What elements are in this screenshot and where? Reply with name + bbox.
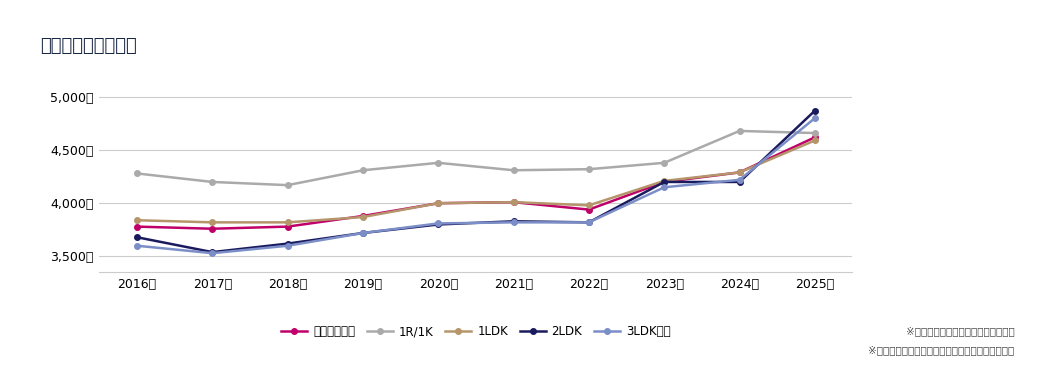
Legend: 勝どき駅平均, 1R/1K, 1LDK, 2LDK, 3LDK以上: 勝どき駅平均, 1R/1K, 1LDK, 2LDK, 3LDK以上: [276, 320, 676, 343]
2LDK: [131, 235, 143, 240]
2LDK: [733, 180, 746, 184]
1LDK: [206, 220, 219, 224]
勝どき駅平均: [432, 201, 445, 205]
1R/1K: [583, 167, 595, 171]
1R/1K: [809, 131, 821, 135]
2LDK: [357, 231, 369, 235]
1LDK: [733, 170, 746, 174]
勝どき駅平均: [809, 135, 821, 139]
1LDK: [507, 200, 520, 204]
勝どき駅平均: [357, 214, 369, 218]
勝どき駅平均: [583, 208, 595, 212]
Line: 1R/1K: 1R/1K: [134, 128, 818, 188]
3LDK以上: [357, 231, 369, 235]
1R/1K: [131, 171, 143, 176]
1R/1K: [206, 180, 219, 184]
2LDK: [583, 220, 595, 224]
1R/1K: [357, 168, 369, 173]
1LDK: [583, 203, 595, 208]
1LDK: [658, 179, 670, 183]
勝どき駅平均: [281, 224, 294, 229]
Line: 1LDK: 1LDK: [134, 138, 818, 225]
Text: ※当社掲載物件の賃料相場になります: ※当社掲載物件の賃料相場になります: [906, 326, 1015, 336]
Text: ※データがない場合は前後でデータを結んでいます: ※データがない場合は前後でデータを結んでいます: [868, 345, 1015, 355]
勝どき駅平均: [131, 224, 143, 229]
1LDK: [281, 220, 294, 224]
1LDK: [809, 138, 821, 143]
2LDK: [281, 241, 294, 246]
1R/1K: [733, 129, 746, 133]
Text: 最寄り駅別チャート: 最寄り駅別チャート: [40, 37, 136, 55]
2LDK: [809, 109, 821, 113]
勝どき駅平均: [658, 180, 670, 184]
3LDK以上: [131, 244, 143, 248]
Line: 2LDK: 2LDK: [134, 108, 818, 255]
勝どき駅平均: [507, 200, 520, 204]
勝どき駅平均: [733, 170, 746, 174]
3LDK以上: [733, 178, 746, 182]
1LDK: [357, 215, 369, 219]
Line: 勝どき駅平均: 勝どき駅平均: [134, 135, 818, 231]
3LDK以上: [809, 116, 821, 120]
3LDK以上: [206, 251, 219, 255]
3LDK以上: [583, 220, 595, 224]
2LDK: [206, 250, 219, 254]
3LDK以上: [432, 221, 445, 226]
3LDK以上: [658, 185, 670, 190]
2LDK: [507, 219, 520, 223]
3LDK以上: [507, 220, 520, 224]
2LDK: [658, 180, 670, 184]
1R/1K: [507, 168, 520, 173]
1R/1K: [432, 160, 445, 165]
1LDK: [131, 218, 143, 222]
2LDK: [432, 222, 445, 227]
1R/1K: [281, 183, 294, 187]
勝どき駅平均: [206, 227, 219, 231]
Line: 3LDK以上: 3LDK以上: [134, 116, 818, 256]
3LDK以上: [281, 244, 294, 248]
1R/1K: [658, 160, 670, 165]
1LDK: [432, 201, 445, 205]
